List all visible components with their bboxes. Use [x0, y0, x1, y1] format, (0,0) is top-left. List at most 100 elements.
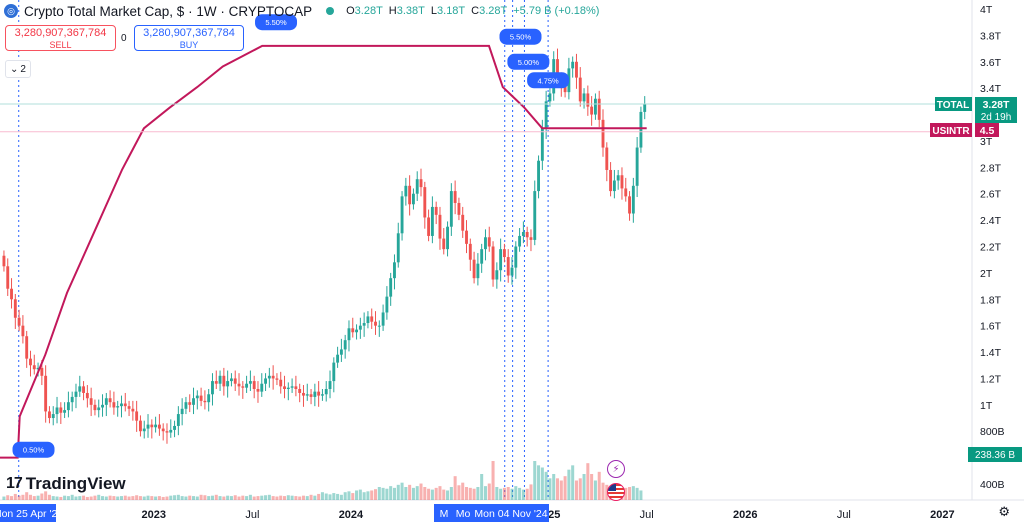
candle-body: [10, 288, 13, 300]
volume-bar: [21, 494, 25, 500]
y-tick-label: 2.6T: [980, 189, 1002, 201]
volume-bar: [301, 495, 305, 500]
chevron-down-icon: ⌄: [10, 63, 19, 75]
candle-body: [294, 386, 298, 389]
candle-body: [207, 394, 211, 403]
symbol-title[interactable]: Crypto Total Market Cap, $ · 1W · CRYPTO…: [24, 3, 313, 19]
volume-bar: [142, 496, 146, 500]
candle-body: [643, 104, 647, 112]
volume-bar: [40, 493, 44, 500]
candle-body: [184, 402, 188, 409]
candle-body: [358, 325, 362, 330]
volume-bar: [104, 496, 108, 500]
candle-body: [241, 386, 245, 388]
volume-bar: [487, 483, 491, 500]
volume-bar: [400, 482, 404, 500]
indicators-toggle-button[interactable]: ⌄ 2: [5, 60, 31, 78]
candle-body: [586, 93, 590, 107]
volume-bar: [131, 496, 135, 500]
candle-body: [260, 383, 264, 392]
volume-bar: [476, 487, 480, 500]
candle-body: [237, 383, 241, 387]
volume-bar: [320, 492, 324, 500]
candle-body: [6, 266, 10, 289]
volume-bar: [245, 496, 249, 500]
candle-body: [593, 98, 597, 115]
volume-bar: [138, 496, 142, 500]
candle-body: [328, 381, 332, 389]
tradingview-logo[interactable]: 17 TradingView: [6, 474, 126, 494]
candle-body: [29, 358, 32, 366]
sell-button[interactable]: 3,280,907,367,784 SELL: [5, 25, 116, 51]
volume-bar: [294, 496, 298, 500]
y-tick-label: 1.2T: [980, 373, 1002, 385]
candle-body: [264, 378, 268, 384]
volume-bar: [82, 495, 86, 500]
total-series-tag: [935, 97, 972, 111]
volume-bar: [574, 480, 578, 500]
candle-body: [123, 403, 127, 407]
candle-body: [188, 402, 192, 405]
volume-bar: [112, 496, 116, 500]
crypto-symbol-icon: ◎: [4, 4, 18, 18]
volume-bar: [203, 495, 207, 500]
volume-bar: [328, 494, 332, 500]
buy-button[interactable]: 3,280,907,367,784 BUY: [134, 25, 244, 51]
candle-body: [362, 323, 366, 326]
volume-bar: [176, 494, 180, 500]
volume-bar: [78, 496, 82, 500]
candle-body: [635, 147, 639, 186]
volume-bar: [521, 489, 525, 500]
volume-bar: [252, 496, 256, 500]
lightning-icon[interactable]: ⚡: [607, 460, 625, 478]
candle-body: [104, 398, 108, 405]
us-flag-icon[interactable]: [607, 483, 625, 501]
y-tick-label: 2.2T: [980, 242, 1002, 254]
candle-body: [351, 328, 355, 333]
volume-bar: [51, 496, 55, 500]
candle-body: [381, 312, 385, 326]
candle-body: [176, 414, 180, 426]
x-tick-label: Jul: [245, 509, 259, 521]
volume-bar: [199, 494, 203, 500]
candle-body: [510, 267, 514, 276]
candle-body: [563, 85, 567, 93]
volume-bar: [427, 488, 431, 500]
volume-bar: [222, 496, 226, 500]
candle-body: [396, 233, 400, 263]
volume-bar: [229, 496, 233, 500]
candle-body: [233, 378, 237, 384]
candle-body: [127, 406, 131, 409]
volume-bar: [639, 490, 643, 500]
candle-body: [449, 191, 453, 227]
candle-body: [17, 317, 21, 326]
y-tick-label: 1.4T: [980, 347, 1002, 359]
volume-bar: [36, 495, 40, 500]
candle-body: [601, 119, 605, 148]
candle-body: [548, 93, 552, 102]
rate-marker-label: 5.50%: [510, 33, 532, 42]
volume-bar: [195, 496, 199, 500]
candle-body: [192, 398, 195, 405]
volume-bar: [101, 496, 105, 500]
candle-body: [271, 375, 275, 379]
volume-bar: [578, 478, 582, 500]
volume-bar: [552, 474, 556, 500]
volume-bar: [192, 496, 196, 500]
candle-body: [211, 381, 214, 395]
volume-bar: [218, 496, 222, 500]
candle-body: [631, 185, 635, 214]
candle-body: [624, 188, 628, 197]
volume-bar: [385, 488, 389, 500]
candle-body: [487, 237, 491, 247]
candle-body: [332, 362, 336, 382]
candle-body: [112, 402, 116, 408]
volume-bar: [119, 496, 123, 500]
gear-icon[interactable]: ⚙: [998, 504, 1010, 519]
candle-body: [324, 389, 328, 395]
volume-bar: [628, 487, 632, 500]
volume-bar: [275, 496, 279, 500]
volume-bar: [502, 487, 506, 500]
volume-bar: [548, 478, 552, 500]
